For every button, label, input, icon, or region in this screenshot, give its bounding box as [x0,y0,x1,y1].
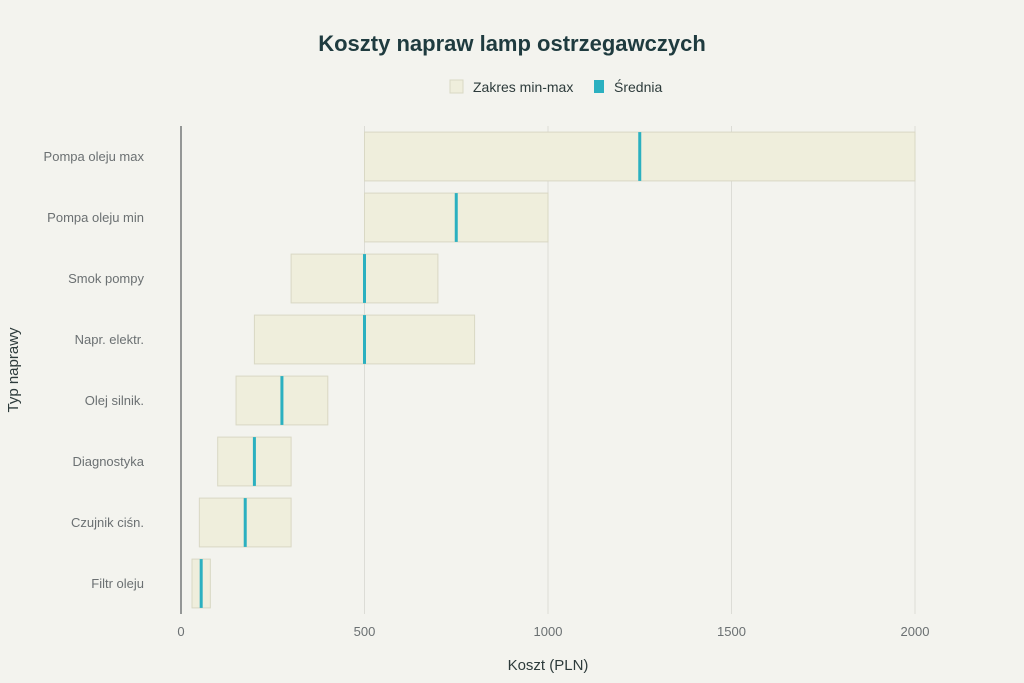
mean-marker [454,193,458,242]
chart-title: Koszty napraw lamp ostrzegawczych [318,31,706,56]
y-tick-label: Filtr oleju [91,576,144,591]
legend-swatch-range [449,79,464,94]
plot-area [191,131,916,609]
y-axis-title: Typ naprawy [5,327,22,413]
legend: Zakres min-max Średnia [449,78,662,95]
y-tick-labels: Pompa oleju max Pompa oleju min Smok pompy… [44,149,145,591]
legend-label-mean: Średnia [614,78,662,95]
x-tick-label: 500 [354,624,376,639]
mean-marker [638,132,642,181]
y-tick-label: Diagnostyka [72,454,144,469]
mean-marker [280,376,284,425]
y-tick-label: Smok pompy [68,271,144,286]
x-tick-labels: 0 500 1000 1500 2000 [177,624,929,639]
y-tick-label: Olej silnik. [85,393,144,408]
mean-marker [363,254,366,303]
x-tick-label: 0 [177,624,184,639]
mean-marker [252,437,256,486]
x-axis-title: Koszt (PLN) [508,657,589,674]
legend-label-range: Zakres min-max [473,79,573,95]
y-tick-label: Napr. elektr. [75,332,144,347]
x-tick-label: 2000 [901,624,930,639]
y-tick-label: Pompa oleju min [47,210,144,225]
x-tick-label: 1000 [534,624,563,639]
mean-marker [199,559,203,608]
y-tick-label: Czujnik ciśn. [71,515,144,530]
y-tick-label: Pompa oleju max [44,149,145,164]
x-tick-label: 1500 [717,624,746,639]
legend-swatch-mean [594,80,604,93]
mean-marker [243,498,247,547]
mean-marker [363,315,366,364]
